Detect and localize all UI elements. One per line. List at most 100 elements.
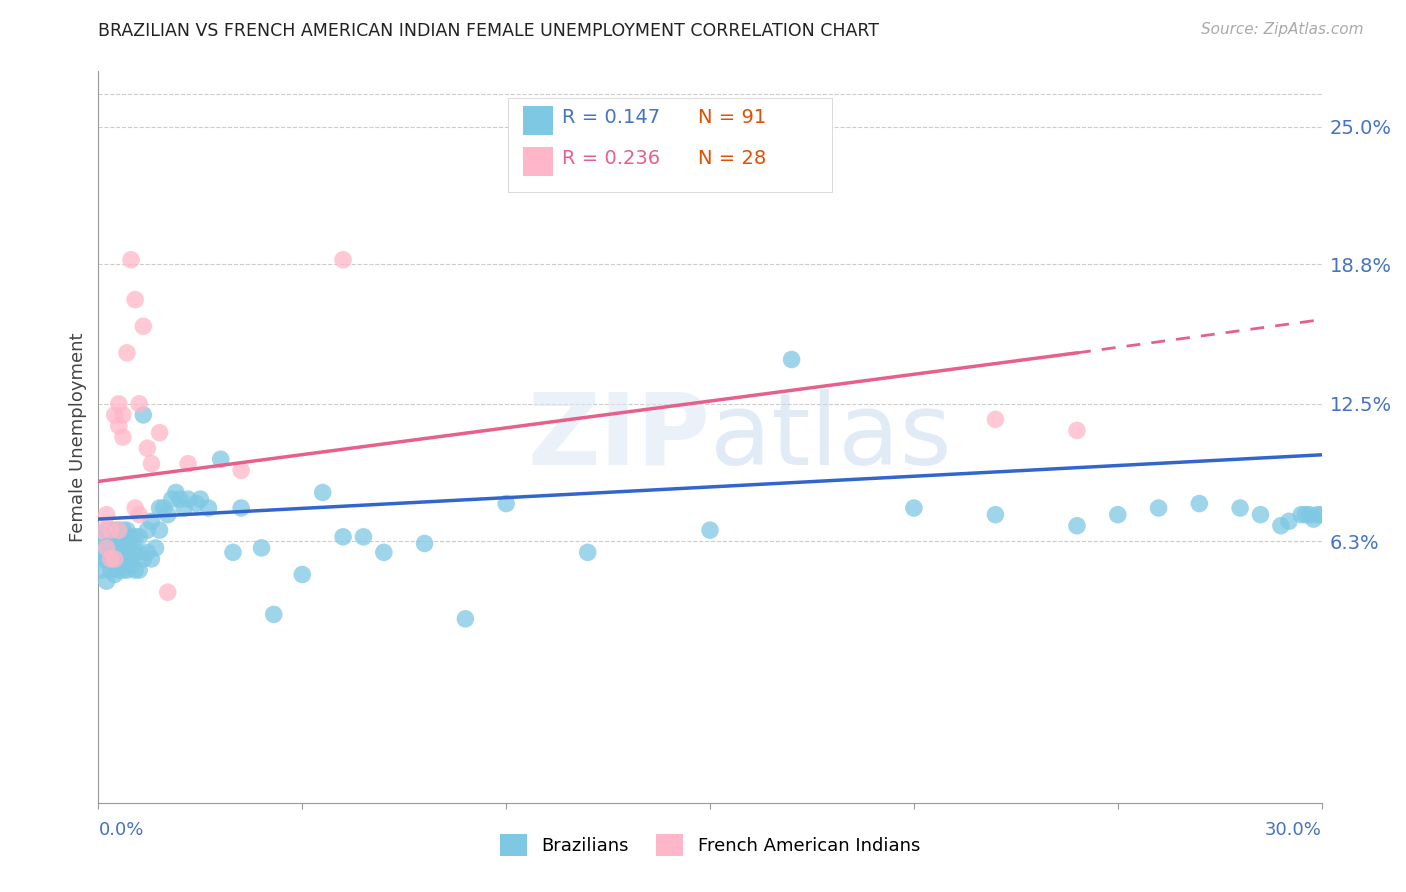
Point <box>312 485 335 500</box>
Point <box>332 530 354 544</box>
Point <box>188 492 212 507</box>
Point <box>128 563 150 577</box>
Point <box>128 397 150 411</box>
Point <box>104 541 127 555</box>
Text: N = 28: N = 28 <box>697 149 766 168</box>
Point <box>120 530 142 544</box>
Point <box>111 523 134 537</box>
Text: Source: ZipAtlas.com: Source: ZipAtlas.com <box>1201 22 1364 37</box>
Text: BRAZILIAN VS FRENCH AMERICAN INDIAN FEMALE UNEMPLOYMENT CORRELATION CHART: BRAZILIAN VS FRENCH AMERICAN INDIAN FEMA… <box>98 22 879 40</box>
Point <box>177 492 200 507</box>
Point <box>111 552 134 566</box>
Point <box>91 541 114 555</box>
Point <box>332 252 354 267</box>
Point <box>108 563 131 577</box>
Point <box>96 541 118 555</box>
Point <box>141 514 163 528</box>
Point <box>1066 518 1088 533</box>
Point <box>111 541 134 555</box>
Point <box>165 485 187 500</box>
Point <box>1294 508 1316 522</box>
Point <box>1270 518 1292 533</box>
Point <box>120 558 142 573</box>
Point <box>91 552 114 566</box>
Point <box>128 545 150 559</box>
Point <box>984 508 1007 522</box>
Point <box>231 501 253 516</box>
Point <box>454 612 477 626</box>
Point <box>108 523 131 537</box>
Point <box>124 530 146 544</box>
Point <box>111 408 134 422</box>
Text: 0.0%: 0.0% <box>98 821 143 838</box>
Point <box>115 563 138 577</box>
Point <box>231 463 253 477</box>
Point <box>352 530 374 544</box>
Point <box>263 607 285 622</box>
Point <box>152 501 174 516</box>
Text: R = 0.236: R = 0.236 <box>562 149 661 168</box>
Point <box>124 563 146 577</box>
Point <box>128 508 150 522</box>
Point <box>96 508 118 522</box>
Point <box>576 545 599 559</box>
Point <box>120 545 142 559</box>
Text: 30.0%: 30.0% <box>1265 821 1322 838</box>
Point <box>250 541 273 555</box>
Point <box>1302 512 1324 526</box>
Point <box>1066 424 1088 438</box>
Point <box>100 523 122 537</box>
FancyBboxPatch shape <box>523 146 554 176</box>
Point <box>1107 508 1129 522</box>
Point <box>132 319 155 334</box>
Point <box>96 541 118 555</box>
Point <box>100 552 122 566</box>
Point <box>903 501 925 516</box>
Point <box>91 523 114 537</box>
Point <box>120 252 142 267</box>
Point <box>136 523 159 537</box>
Point <box>96 523 118 537</box>
Point <box>124 545 146 559</box>
Point <box>104 523 127 537</box>
Point <box>100 523 122 537</box>
Point <box>96 530 118 544</box>
Point <box>100 552 122 566</box>
Text: R = 0.147: R = 0.147 <box>562 108 661 127</box>
Point <box>1291 508 1313 522</box>
Point <box>177 457 200 471</box>
Point <box>124 501 146 516</box>
Point <box>104 552 127 566</box>
Point <box>108 523 131 537</box>
Point <box>108 419 131 434</box>
Point <box>1310 508 1333 522</box>
Point <box>169 492 191 507</box>
Point <box>145 541 167 555</box>
Point <box>111 430 134 444</box>
Point <box>128 530 150 544</box>
Y-axis label: Female Unemployment: Female Unemployment <box>69 333 87 541</box>
Point <box>495 497 517 511</box>
Point <box>160 492 183 507</box>
Text: ZIP: ZIP <box>527 389 710 485</box>
Point <box>96 552 118 566</box>
Point <box>209 452 232 467</box>
Point <box>413 536 436 550</box>
Point <box>104 408 127 422</box>
Point <box>108 397 131 411</box>
Point <box>1306 508 1329 522</box>
Point <box>91 563 114 577</box>
Point <box>291 567 314 582</box>
Point <box>156 585 179 599</box>
Point <box>132 408 155 422</box>
Point <box>141 457 163 471</box>
Point <box>115 536 138 550</box>
Point <box>1147 501 1170 516</box>
Point <box>96 574 118 589</box>
Point <box>1229 501 1251 516</box>
Point <box>136 545 159 559</box>
Point <box>149 425 172 440</box>
Point <box>149 501 172 516</box>
Point <box>124 293 146 307</box>
Legend: Brazilians, French American Indians: Brazilians, French American Indians <box>492 827 928 863</box>
